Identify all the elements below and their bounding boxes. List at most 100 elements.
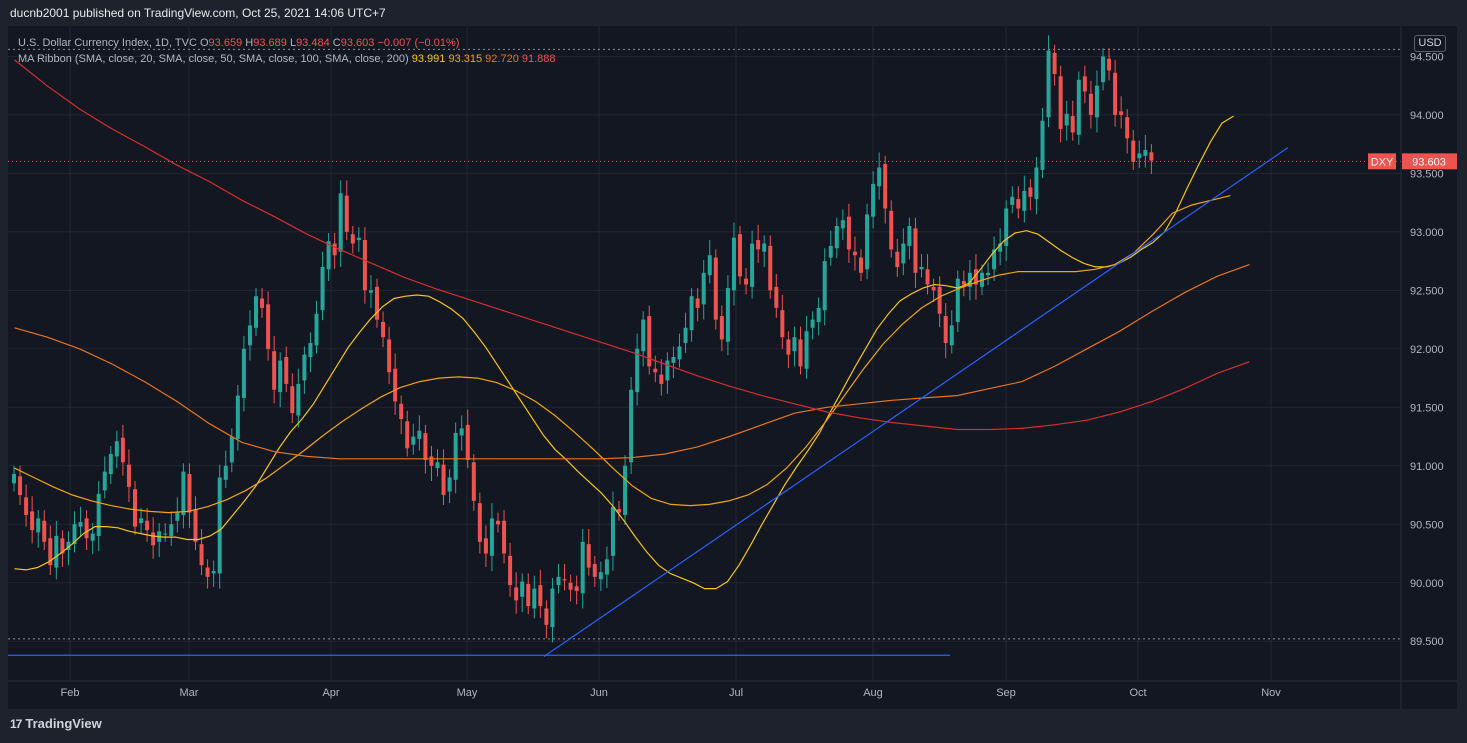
candle-body: [290, 386, 295, 414]
y-tick-label: 92.000: [1410, 344, 1444, 356]
candle-body: [1143, 149, 1148, 156]
candle-body: [1046, 50, 1051, 118]
candle-body: [713, 257, 718, 320]
candle-body: [12, 473, 16, 484]
last-price-label: 93.603: [1412, 156, 1446, 168]
candle-body: [1088, 93, 1093, 115]
candle-body: [919, 266, 924, 270]
candle-body: [828, 245, 833, 258]
candle-body: [798, 339, 803, 367]
low-label: L: [289, 37, 297, 49]
candle-body: [1052, 52, 1057, 74]
candle-body: [205, 567, 210, 577]
candle-body: [580, 541, 585, 594]
candle-body: [163, 533, 168, 535]
candle-body: [816, 307, 821, 322]
candle-body: [1004, 208, 1009, 246]
open-label: O: [199, 37, 209, 49]
candle-body: [84, 518, 89, 539]
candle-body: [780, 310, 785, 338]
candle-body: [532, 588, 537, 609]
candle-body: [792, 337, 797, 352]
candle-body: [762, 243, 767, 252]
candle-body: [617, 509, 621, 513]
candle-body: [768, 245, 773, 291]
y-tick-label: 90.500: [1410, 519, 1444, 531]
candle-body: [671, 357, 676, 363]
candle-body: [520, 581, 525, 597]
tradingview-mark-icon: 17: [10, 717, 22, 731]
candle-body: [967, 272, 972, 287]
chart-frame[interactable]: 89.500 90.000 90.500 91.000 91.500 92.000 92.5…: [8, 26, 1457, 709]
candle-body: [108, 454, 113, 474]
candle-body: [955, 278, 960, 322]
candle-body: [871, 183, 876, 217]
candle-body: [66, 541, 71, 550]
candle-body: [393, 368, 398, 402]
candle-body: [72, 524, 77, 545]
close-label: C: [332, 37, 341, 49]
candle-body: [961, 280, 966, 285]
candle-body: [689, 296, 694, 331]
ma100-value: 92.720: [485, 53, 519, 65]
candle-body: [417, 430, 422, 439]
candle-body: [1022, 190, 1027, 211]
candle-body: [750, 243, 755, 287]
candle-body: [344, 195, 349, 232]
candle-body: [1113, 72, 1118, 115]
candle-body: [943, 316, 948, 343]
candle-body: [774, 286, 779, 308]
candle-body: [647, 316, 652, 367]
candle-body: [362, 240, 367, 291]
candle-body: [659, 374, 664, 384]
candle-body: [496, 520, 500, 525]
candle-body: [133, 489, 137, 527]
candle-body: [308, 342, 313, 358]
candle-body: [272, 351, 277, 390]
candle-body: [949, 325, 954, 346]
candle-body: [1137, 153, 1142, 159]
x-tick-label: Sep: [996, 687, 1016, 699]
ma200-line: [14, 59, 1250, 431]
brand-name: TradingView: [25, 716, 102, 731]
candle-body: [756, 240, 761, 250]
candle-body: [574, 586, 579, 591]
candle-body: [120, 437, 125, 463]
symbol-legend-row: U.S. Dollar Currency Index, 1D, TVC O93.…: [18, 35, 556, 51]
candle-body: [1016, 199, 1021, 209]
symbol-tag: [1368, 153, 1396, 170]
candle-body: [169, 524, 174, 536]
ma20-line: [14, 115, 1234, 590]
candle-body: [399, 403, 404, 419]
candle-body: [1070, 116, 1075, 133]
high-label: H: [245, 37, 254, 49]
candle-body: [429, 456, 434, 466]
candle-body: [840, 220, 845, 229]
x-tick-label: Aug: [863, 687, 883, 699]
candle-body: [598, 572, 603, 580]
candle-body: [725, 288, 730, 342]
tradingview-logo[interactable]: 17 TradingView: [10, 716, 102, 731]
candle-body: [1064, 113, 1069, 126]
candle-body: [653, 368, 658, 373]
last-price-tag: [1402, 153, 1457, 170]
candle-body: [296, 383, 301, 416]
candle-body: [677, 346, 682, 360]
candle-body: [465, 424, 470, 460]
open-value: 93.659: [208, 37, 243, 49]
footer-bar: [0, 709, 1467, 743]
candle-body: [895, 251, 900, 267]
candle-body: [568, 582, 573, 590]
currency-selector[interactable]: USD: [1414, 35, 1446, 52]
candle-body: [834, 226, 839, 249]
x-tick-label: Jun: [590, 687, 608, 699]
candle-body: [247, 325, 252, 346]
chart-canvas[interactable]: 89.500 90.000 90.500 91.000 91.500 92.000 92.5…: [8, 26, 1457, 709]
candle-body: [604, 559, 609, 575]
x-tick-label: Oct: [1129, 687, 1146, 699]
candle-body: [151, 532, 156, 546]
candle-body: [859, 257, 863, 273]
candle-body: [302, 354, 307, 381]
candle-body: [96, 493, 101, 536]
candle-body: [883, 164, 888, 209]
